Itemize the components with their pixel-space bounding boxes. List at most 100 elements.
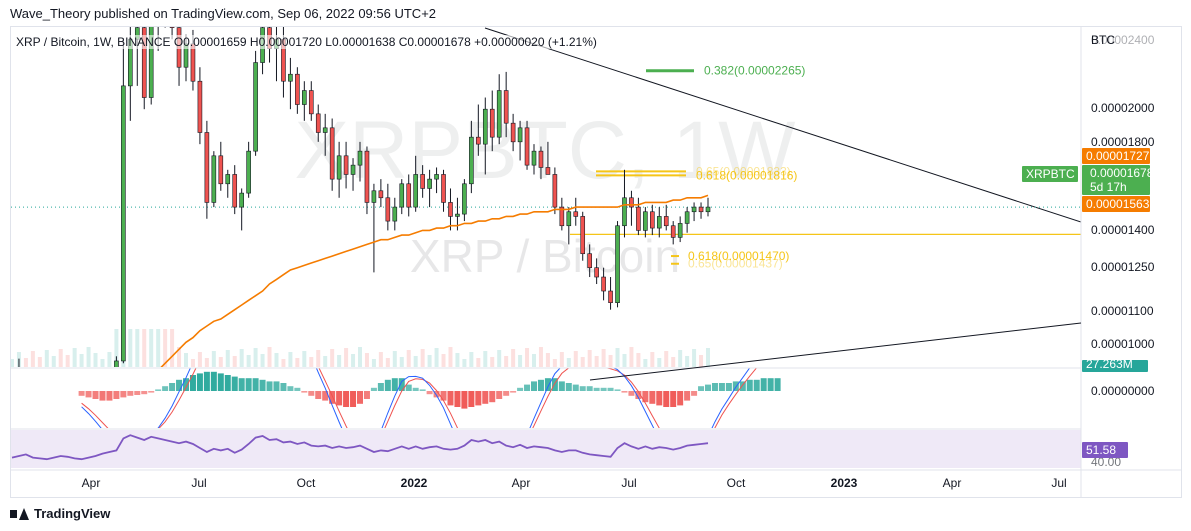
candle[interactable]	[538, 146, 544, 180]
candle[interactable]	[587, 244, 592, 278]
candle[interactable]	[510, 113, 516, 152]
candle[interactable]	[427, 169, 432, 208]
candle[interactable]	[629, 190, 634, 226]
candle[interactable]	[59, 398, 63, 424]
candle[interactable]	[705, 197, 711, 217]
candle[interactable]	[378, 179, 384, 208]
candle[interactable]	[434, 167, 439, 194]
candle[interactable]	[148, 4, 154, 105]
candle[interactable]	[482, 97, 488, 175]
candle[interactable]	[650, 204, 655, 236]
candle[interactable]	[232, 165, 238, 215]
candle[interactable]	[448, 188, 453, 231]
candle[interactable]	[406, 174, 412, 217]
candle[interactable]	[24, 370, 28, 403]
candle[interactable]	[476, 104, 481, 156]
trendline-upper[interactable]	[484, 27, 1081, 223]
candle[interactable]	[169, 0, 175, 40]
volume-bar	[490, 357, 495, 367]
candle[interactable]	[246, 141, 251, 198]
candle[interactable]	[441, 169, 446, 212]
candle[interactable]	[663, 204, 669, 231]
candle[interactable]	[691, 202, 697, 222]
candle[interactable]	[315, 104, 321, 142]
candle[interactable]	[239, 188, 244, 231]
candle[interactable]	[114, 356, 119, 377]
candle-body	[663, 216, 669, 227]
candle[interactable]	[656, 207, 662, 238]
candle-body	[148, 27, 154, 98]
candle[interactable]	[566, 207, 572, 245]
candle[interactable]	[204, 120, 210, 219]
candle[interactable]	[329, 118, 335, 191]
candle[interactable]	[253, 50, 258, 156]
candle-body	[197, 80, 203, 133]
candle[interactable]	[371, 183, 377, 273]
candle[interactable]	[141, 4, 147, 110]
candle[interactable]	[281, 21, 286, 98]
candle[interactable]	[594, 258, 599, 285]
candle[interactable]	[225, 169, 231, 198]
candle[interactable]	[601, 267, 606, 301]
candle[interactable]	[643, 207, 648, 238]
candle[interactable]	[552, 167, 558, 215]
candle[interactable]	[302, 81, 307, 121]
trendline-lower[interactable]	[589, 322, 1082, 381]
candle[interactable]	[399, 179, 405, 215]
candle[interactable]	[295, 67, 300, 114]
candle[interactable]	[531, 144, 537, 175]
candle[interactable]	[80, 415, 84, 431]
candle[interactable]	[573, 197, 579, 226]
candle[interactable]	[38, 410, 42, 429]
candle[interactable]	[45, 408, 49, 422]
candle[interactable]	[364, 146, 370, 215]
candle[interactable]	[31, 389, 35, 424]
candle[interactable]	[684, 207, 690, 233]
candle[interactable]	[357, 141, 363, 182]
candle[interactable]	[385, 183, 391, 231]
candle[interactable]	[608, 277, 613, 310]
candle[interactable]	[545, 141, 551, 175]
candle[interactable]	[580, 211, 586, 261]
candle[interactable]	[121, 39, 126, 364]
candle[interactable]	[462, 179, 467, 222]
candle[interactable]	[670, 221, 676, 245]
candle-body	[17, 377, 21, 400]
candle[interactable]	[52, 401, 56, 415]
candle[interactable]	[218, 141, 224, 191]
candle[interactable]	[392, 197, 398, 231]
candle[interactable]	[274, 25, 279, 82]
candle[interactable]	[308, 81, 314, 121]
candle[interactable]	[17, 358, 21, 408]
candle[interactable]	[517, 120, 523, 161]
candle[interactable]	[128, 11, 133, 121]
candle[interactable]	[336, 141, 342, 198]
macd-histogram-bar	[753, 379, 760, 391]
footer[interactable]: TradingView	[10, 506, 110, 521]
candle[interactable]	[636, 197, 641, 236]
candle[interactable]	[343, 141, 349, 189]
candle[interactable]	[677, 216, 683, 243]
candle[interactable]	[107, 370, 111, 391]
candle[interactable]	[496, 74, 502, 145]
candle[interactable]	[288, 57, 293, 110]
candle[interactable]	[322, 113, 328, 156]
candle[interactable]	[615, 221, 620, 308]
moving-average-line[interactable]	[12, 194, 709, 414]
candle[interactable]	[413, 155, 418, 212]
candle[interactable]	[211, 151, 217, 208]
candle[interactable]	[503, 71, 509, 138]
candle[interactable]	[489, 90, 495, 152]
candle[interactable]	[524, 120, 530, 170]
candle[interactable]	[197, 67, 203, 145]
candle[interactable]	[469, 120, 474, 194]
volume-bar	[629, 347, 634, 367]
candle[interactable]	[350, 158, 356, 191]
candle[interactable]	[559, 197, 565, 231]
candle[interactable]	[698, 202, 704, 219]
candle[interactable]	[10, 394, 14, 431]
candle[interactable]	[420, 165, 425, 198]
candle[interactable]	[163, 0, 167, 28]
candle[interactable]	[622, 169, 627, 238]
